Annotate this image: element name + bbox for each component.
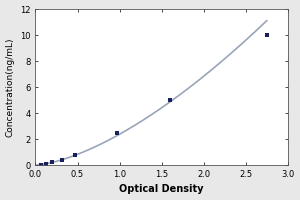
Point bbox=[44, 162, 49, 165]
Point bbox=[59, 158, 64, 161]
Y-axis label: Concentration(ng/mL): Concentration(ng/mL) bbox=[6, 37, 15, 137]
Point bbox=[73, 153, 77, 156]
Point bbox=[39, 163, 44, 167]
X-axis label: Optical Density: Optical Density bbox=[119, 184, 204, 194]
Point bbox=[168, 98, 172, 102]
Point bbox=[50, 161, 55, 164]
Point bbox=[264, 33, 269, 37]
Point bbox=[115, 131, 119, 134]
